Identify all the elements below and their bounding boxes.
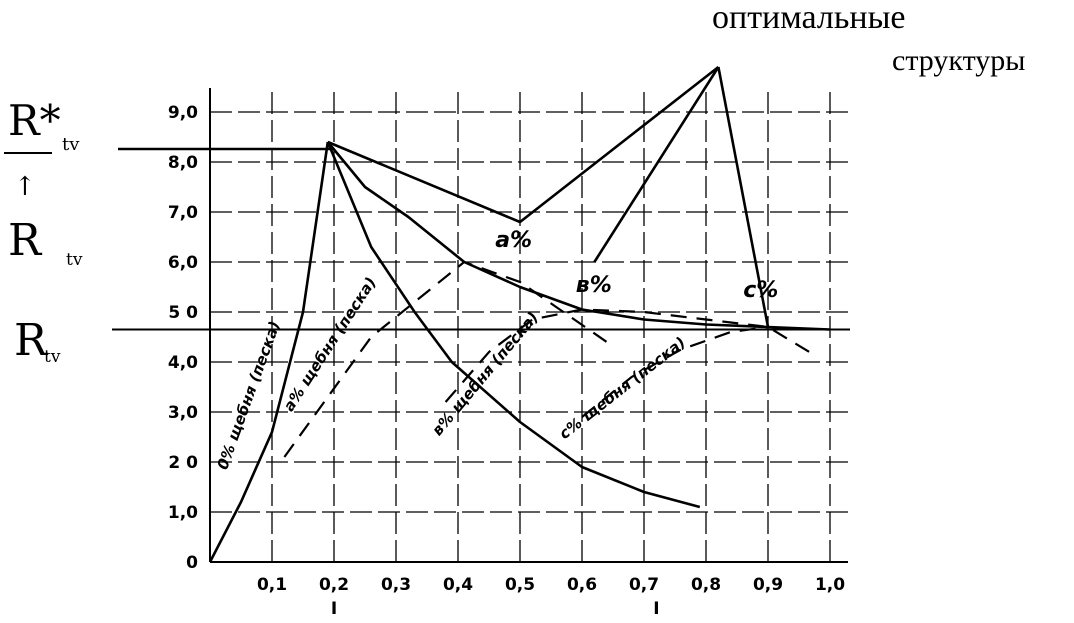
y-tick-label: 2 0 (168, 453, 198, 473)
y-tick-label: 6,0 (168, 253, 198, 273)
r-subscript: tv (44, 347, 61, 367)
dashed-curve (581, 325, 769, 418)
x-tick-label: 0,6 (567, 575, 597, 595)
solid-curve (717, 66, 770, 328)
solid-curves (208, 65, 831, 563)
y-tick-label: 4,0 (168, 353, 198, 373)
r-star-subscript: tv (62, 134, 80, 155)
solid-curve (326, 141, 831, 331)
x-tick-label: 0,3 (381, 575, 411, 595)
y-tick-label: 3,0 (168, 403, 198, 423)
point-label: c% (743, 278, 778, 303)
dashed-curves (283, 260, 819, 458)
axes: 0 1,0 2 0 3,0 4,0 5 0 6,0 7,0 8,0 9,0 0,1 0,2 0,3 0,4… (112, 88, 850, 595)
axis-marker: I (331, 599, 337, 619)
y-tick-label: 7,0 (168, 203, 198, 223)
x-tick-label: 1,0 (815, 575, 845, 595)
dashed-curve (283, 260, 608, 458)
solid-curve (326, 141, 701, 509)
curve-label: в% щебня (песка) (428, 308, 542, 439)
y-tick-label: 8,0 (168, 153, 198, 173)
x-tick-label: 0,1 (257, 575, 287, 595)
dashed-curve (444, 308, 819, 403)
optimal-label-line2: структуры (892, 44, 1025, 77)
r-arrow-subscript: tv (66, 250, 83, 270)
axis-marker: I (653, 599, 659, 619)
point-label: в% (576, 273, 612, 298)
y-tick-label: 0 (186, 553, 198, 573)
y-tick-label: 1,0 (168, 503, 198, 523)
solid-curve (208, 141, 330, 563)
r-star-symbol: R* (8, 96, 61, 145)
labels: a%в% c%0% щебня (песка)a% щебня (песка) в%… (213, 228, 778, 619)
x-tick-label: 0,5 (505, 575, 535, 595)
curve-label: c% щебня (песка) (556, 333, 689, 443)
curve-label: 0% щебня (песка) (213, 319, 283, 472)
solid-curve (593, 66, 720, 263)
x-tick-label: 0,8 (691, 575, 721, 595)
r-arrow-symbol: R (8, 215, 43, 266)
solid-curve (327, 65, 720, 224)
optimal-label-line1: оптимальные (712, 0, 906, 36)
x-tick-label: 0,2 (319, 575, 349, 595)
x-tick-label: 0,4 (443, 575, 473, 595)
y-tick-label: 5 0 (168, 303, 198, 323)
r-symbol: R (14, 315, 49, 366)
x-tick-label: 0,7 (629, 575, 659, 595)
x-tick-label: 0,9 (753, 575, 783, 595)
y-tick-label: 9,0 (168, 103, 198, 123)
point-label: a% (495, 228, 532, 253)
arrow-symbol: ↑ (14, 172, 36, 202)
